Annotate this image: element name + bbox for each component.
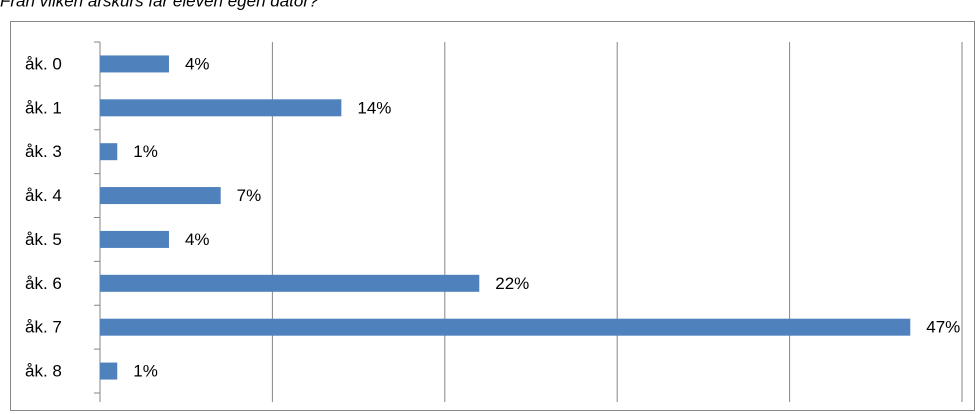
y-tick-label: åk. 5 xyxy=(25,230,62,249)
bar xyxy=(100,99,342,117)
value-label: 4% xyxy=(185,54,210,73)
y-tick-label: åk. 3 xyxy=(25,142,62,161)
value-label: 22% xyxy=(495,274,529,293)
chart-frame xyxy=(10,21,975,411)
value-label: 1% xyxy=(133,362,158,381)
bar xyxy=(100,362,118,380)
y-tick-label: åk. 1 xyxy=(25,98,62,117)
value-label: 4% xyxy=(185,230,210,249)
y-tick-label: åk. 8 xyxy=(25,362,62,381)
chart-title: Från vilken årskurs får eleven egen dato… xyxy=(0,0,319,10)
bar xyxy=(100,230,169,248)
y-tick-label: åk. 0 xyxy=(25,54,62,73)
value-label: 14% xyxy=(357,98,391,117)
y-tick-label: åk. 7 xyxy=(25,318,62,337)
value-label: 7% xyxy=(237,186,262,205)
bar xyxy=(100,274,480,292)
bar xyxy=(100,187,221,205)
bar xyxy=(100,55,169,73)
bar xyxy=(100,143,118,161)
bar xyxy=(100,318,911,336)
value-label: 47% xyxy=(926,318,960,337)
y-tick-label: åk. 4 xyxy=(25,186,62,205)
value-label: 1% xyxy=(133,142,158,161)
y-tick-label: åk. 6 xyxy=(25,274,62,293)
